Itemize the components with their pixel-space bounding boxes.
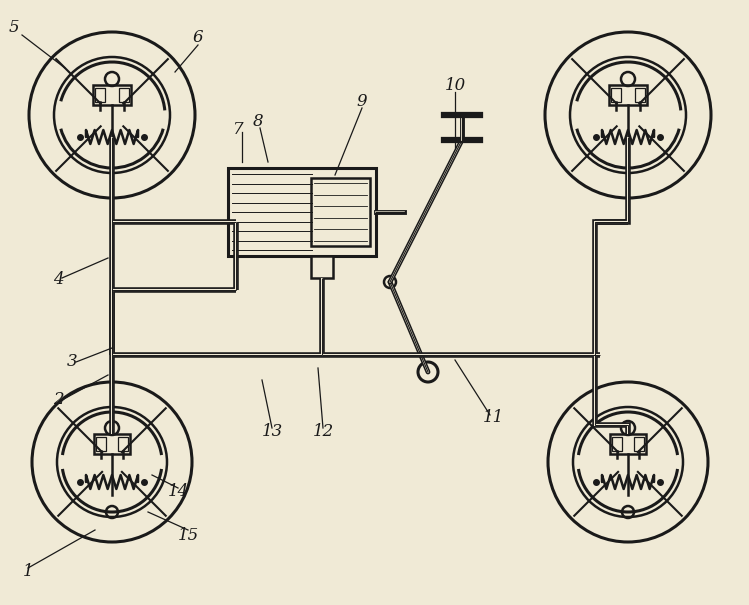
- Bar: [228, 168, 376, 256]
- Text: 12: 12: [312, 424, 333, 440]
- Bar: [609, 85, 647, 105]
- Bar: [118, 437, 128, 451]
- Text: 8: 8: [252, 114, 264, 131]
- Text: 14: 14: [167, 483, 189, 500]
- Circle shape: [384, 276, 396, 288]
- Bar: [311, 178, 370, 246]
- Bar: [635, 88, 645, 102]
- Bar: [311, 256, 333, 278]
- Circle shape: [418, 362, 438, 382]
- Text: 2: 2: [52, 391, 64, 408]
- Bar: [95, 88, 105, 102]
- Bar: [96, 437, 106, 451]
- Bar: [94, 434, 130, 454]
- Text: 11: 11: [482, 410, 503, 427]
- Text: 15: 15: [178, 526, 198, 543]
- Text: 4: 4: [52, 272, 64, 289]
- Bar: [93, 85, 131, 105]
- Text: 5: 5: [9, 19, 19, 36]
- Text: 3: 3: [67, 353, 77, 370]
- Bar: [610, 434, 646, 454]
- Text: 10: 10: [444, 76, 466, 94]
- Bar: [634, 437, 644, 451]
- Bar: [612, 437, 622, 451]
- Text: 7: 7: [233, 122, 243, 139]
- Text: 9: 9: [357, 94, 367, 111]
- Text: 6: 6: [192, 30, 203, 47]
- Bar: [119, 88, 129, 102]
- Text: 13: 13: [261, 424, 282, 440]
- Text: 1: 1: [22, 563, 33, 581]
- Bar: [611, 88, 621, 102]
